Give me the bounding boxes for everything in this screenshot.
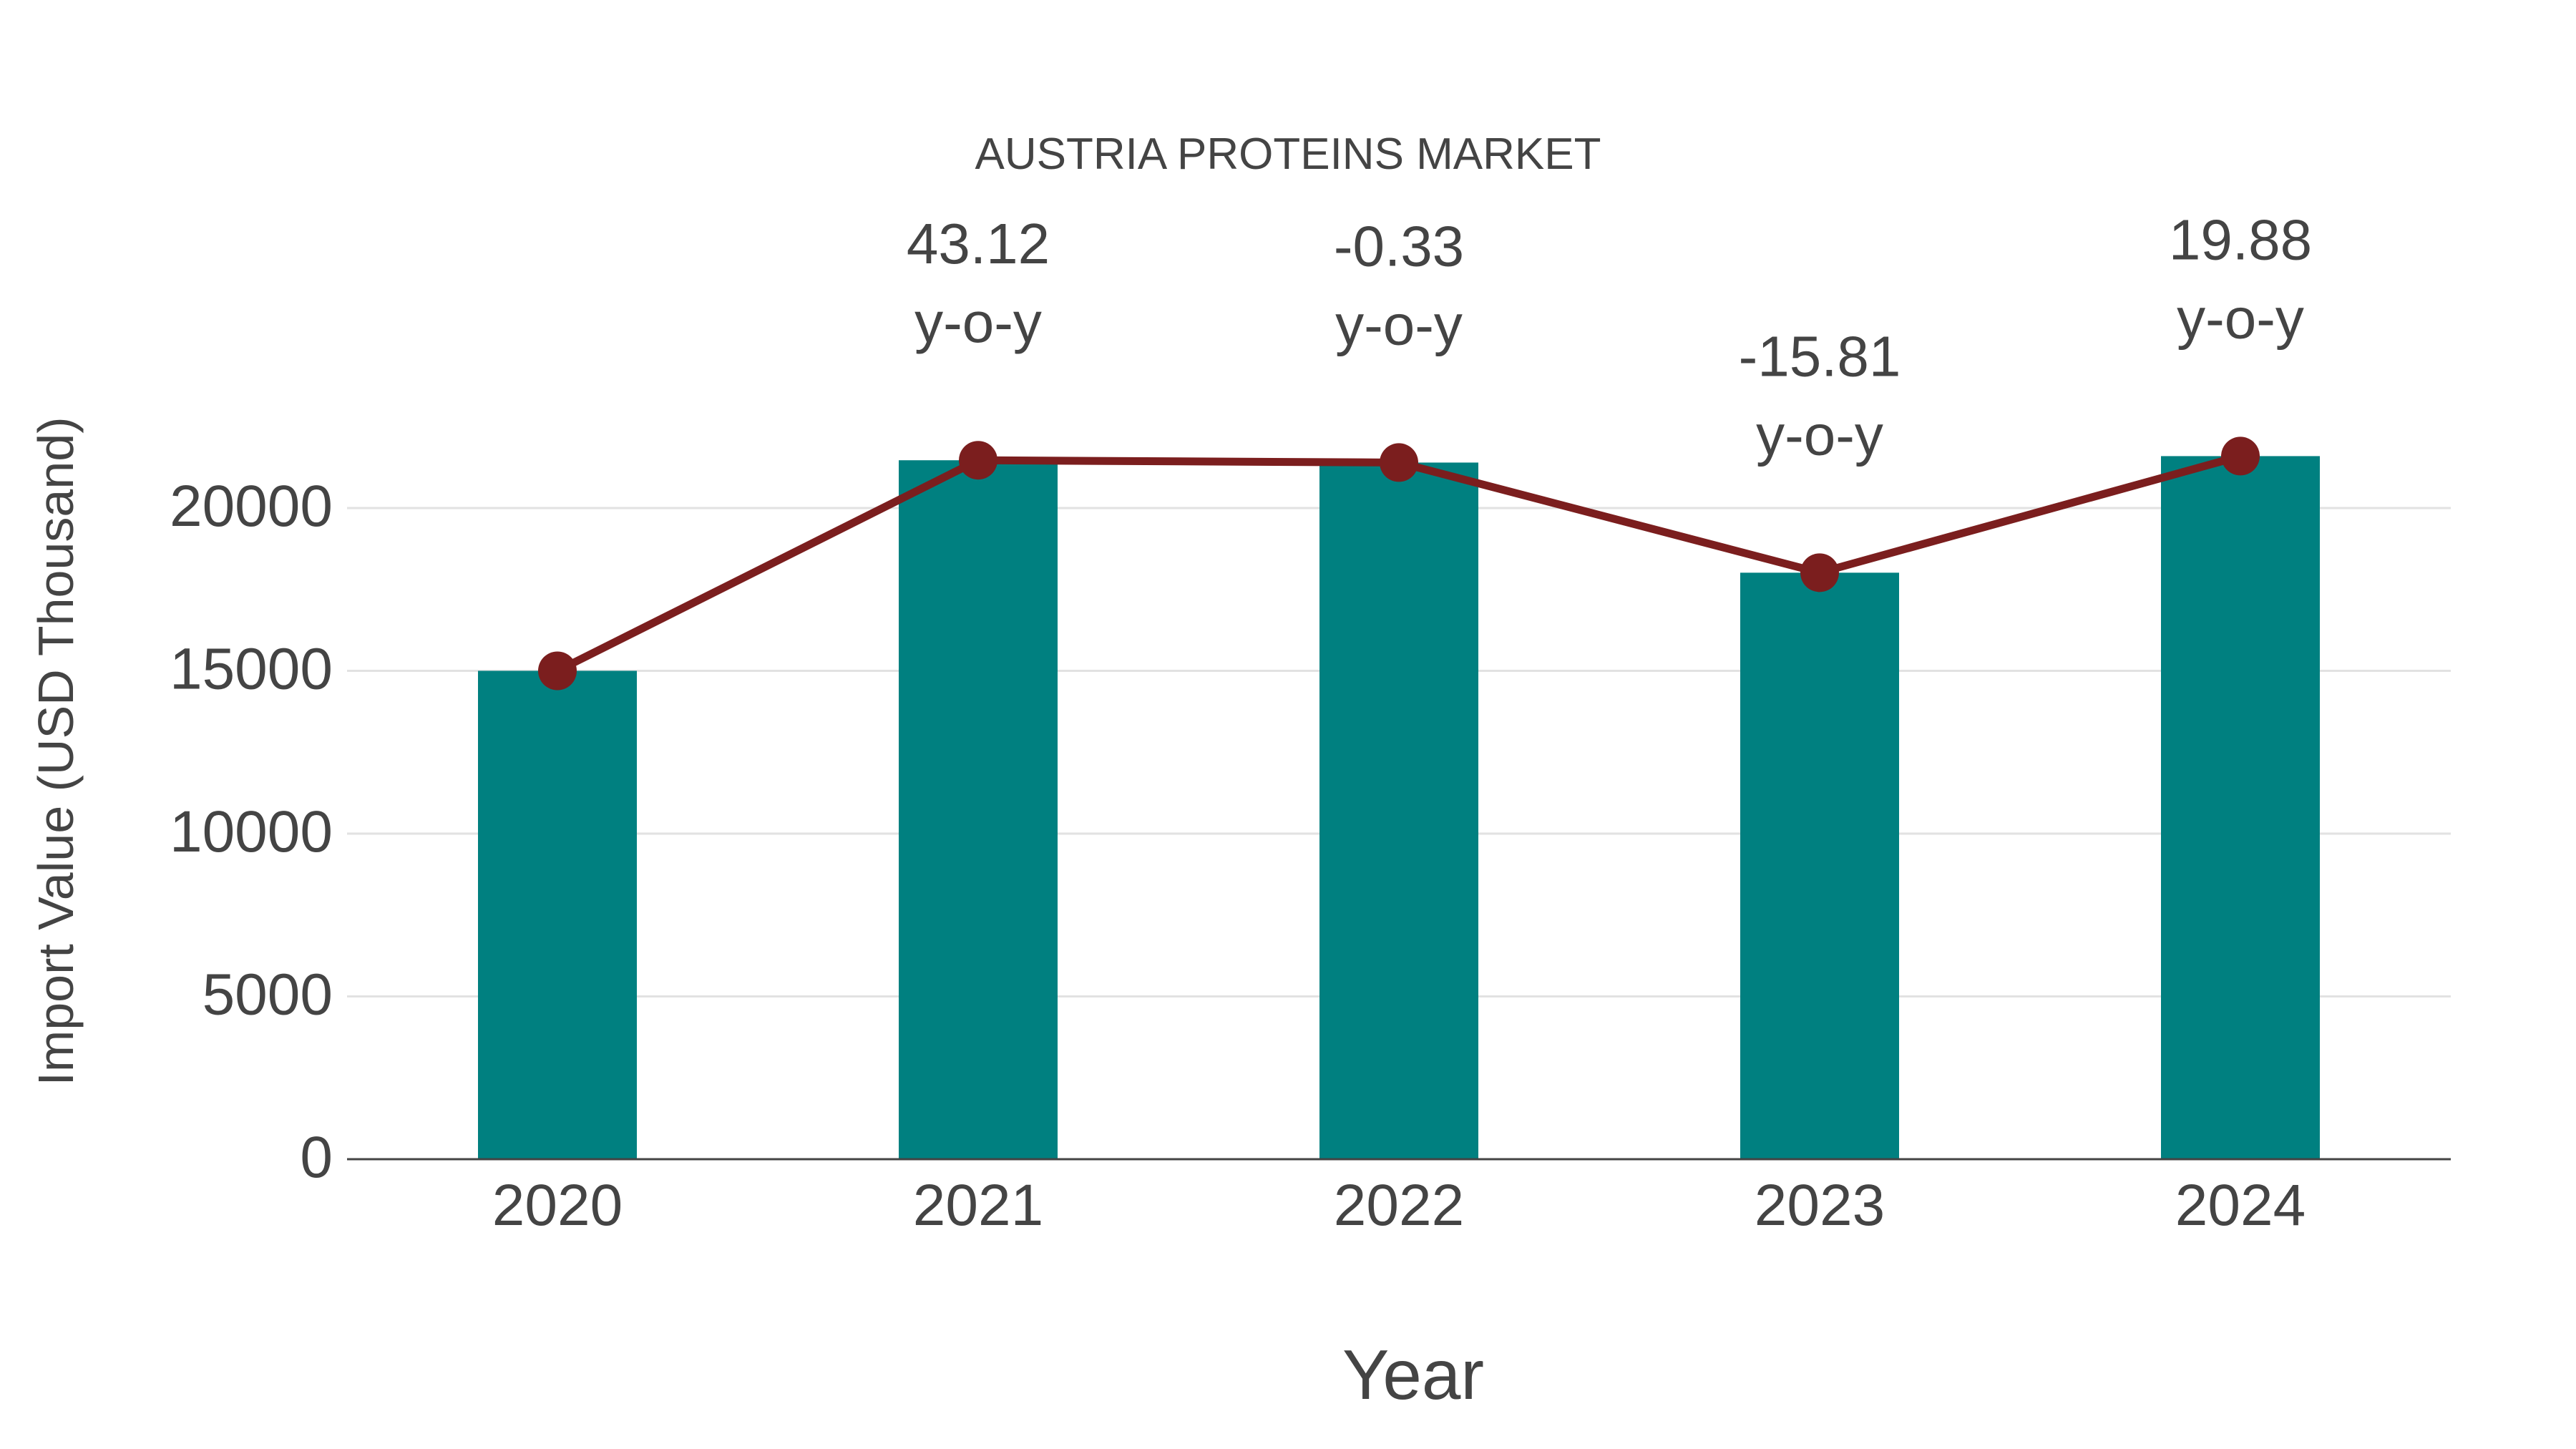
y-tick-label: 20000 [170,474,333,539]
x-tick-label: 2020 [492,1173,623,1238]
trend-marker-2022 [1380,443,1418,482]
yoy-suffix-2024: y-o-y [2177,286,2304,350]
bar-2022 [1319,462,1478,1159]
trend-marker-2021 [959,441,997,480]
y-tick-label: 0 [300,1125,333,1190]
x-tick-label: 2021 [913,1173,1043,1238]
yoy-suffix-2021: y-o-y [914,291,1042,354]
x-tick-label: 2024 [2175,1173,2306,1238]
yoy-value-2024: 19.88 [2169,208,2312,271]
yoy-value-2021: 43.12 [907,212,1050,275]
bar-2023 [1740,572,1899,1159]
trend-marker-2024 [2221,436,2260,476]
bar-2024 [2161,456,2320,1159]
y-tick-label: 5000 [203,962,333,1028]
y-tick-label: 10000 [170,799,333,864]
x-tick-label: 2023 [1755,1173,1885,1238]
trend-marker-2020 [538,651,577,691]
yoy-value-2022: -0.33 [1334,214,1464,278]
yoy-suffix-2023: y-o-y [1756,403,1883,467]
trend-marker-2023 [1800,553,1839,592]
yoy-value-2023: -15.81 [1739,324,1901,388]
x-tick-label: 2022 [1334,1173,1464,1238]
y-tick-label: 15000 [170,637,333,702]
yoy-suffix-2022: y-o-y [1335,293,1463,356]
bar-2021 [899,460,1058,1159]
chart-title: AUSTRIA PROTEINS MARKET [975,130,1601,179]
x-axis-label: Year [1342,1335,1484,1414]
bar-2020 [478,670,637,1159]
